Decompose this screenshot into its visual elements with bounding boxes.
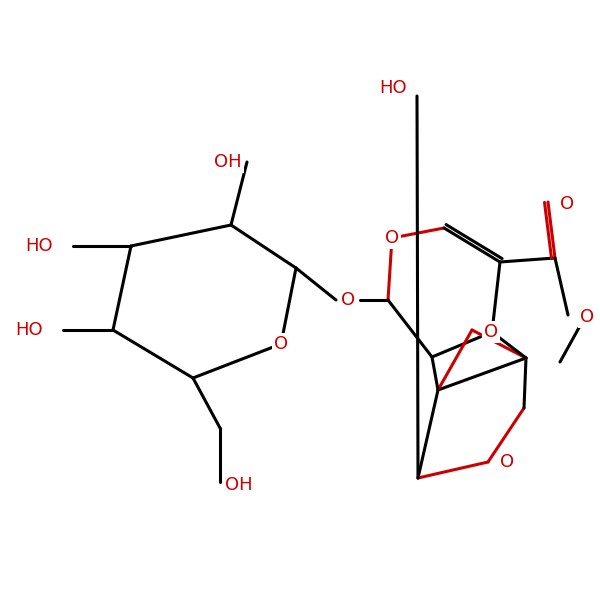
- Text: O: O: [341, 291, 355, 309]
- Text: O: O: [385, 229, 399, 247]
- Text: OH: OH: [225, 476, 253, 494]
- Text: O: O: [274, 335, 288, 353]
- Text: O: O: [484, 323, 498, 341]
- Text: HO: HO: [25, 237, 53, 255]
- Text: O: O: [580, 308, 594, 326]
- Text: O: O: [500, 453, 514, 471]
- Text: OH: OH: [214, 153, 242, 171]
- Text: HO: HO: [379, 79, 407, 97]
- Text: HO: HO: [16, 321, 43, 339]
- Text: O: O: [560, 195, 574, 213]
